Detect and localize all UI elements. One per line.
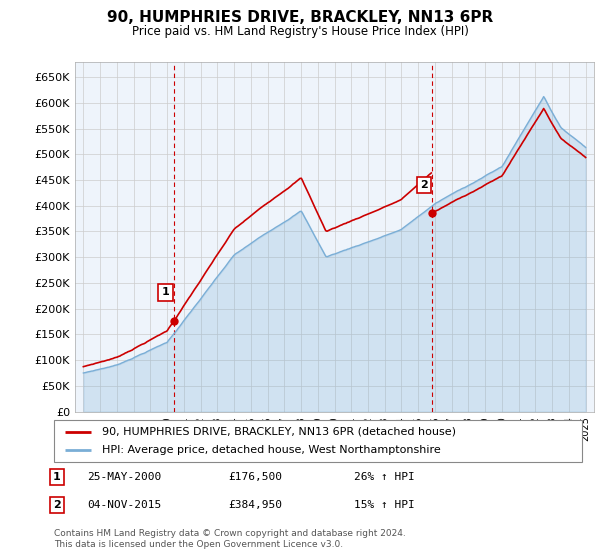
Text: 04-NOV-2015: 04-NOV-2015 [87,500,161,510]
FancyBboxPatch shape [54,420,582,462]
Text: 2: 2 [53,500,61,510]
Text: HPI: Average price, detached house, West Northamptonshire: HPI: Average price, detached house, West… [101,445,440,455]
Text: 25-MAY-2000: 25-MAY-2000 [87,472,161,482]
Text: £384,950: £384,950 [228,500,282,510]
Text: Contains HM Land Registry data © Crown copyright and database right 2024.
This d: Contains HM Land Registry data © Crown c… [54,529,406,549]
Text: 1: 1 [161,287,169,297]
Text: 90, HUMPHRIES DRIVE, BRACKLEY, NN13 6PR: 90, HUMPHRIES DRIVE, BRACKLEY, NN13 6PR [107,10,493,25]
Text: £176,500: £176,500 [228,472,282,482]
Text: 90, HUMPHRIES DRIVE, BRACKLEY, NN13 6PR (detached house): 90, HUMPHRIES DRIVE, BRACKLEY, NN13 6PR … [101,427,455,437]
Text: 15% ↑ HPI: 15% ↑ HPI [354,500,415,510]
Text: 1: 1 [53,472,61,482]
Text: 2: 2 [420,180,428,190]
Text: 26% ↑ HPI: 26% ↑ HPI [354,472,415,482]
Text: Price paid vs. HM Land Registry's House Price Index (HPI): Price paid vs. HM Land Registry's House … [131,25,469,38]
